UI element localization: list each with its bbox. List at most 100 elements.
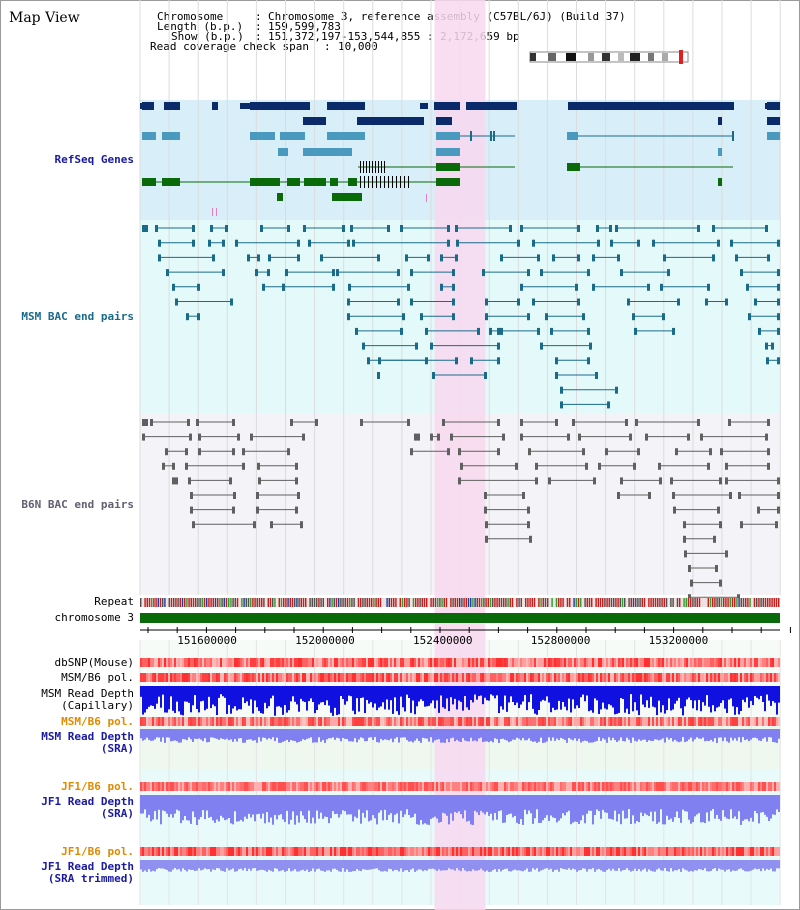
- jf1-b6-pol-2-cell: [738, 847, 740, 856]
- msm-b6-pol-cell: [604, 673, 606, 682]
- jf1-b6-pol-cell: [140, 782, 142, 791]
- msm-bac-end: [615, 386, 618, 394]
- msm-depth-sra-bar: [464, 729, 466, 741]
- dbsnp-cell: [312, 658, 314, 667]
- jf1-b6-pol-cell: [392, 782, 394, 791]
- msm-bac-track[interactable]: [142, 225, 780, 409]
- jf1-b6-pol-2-cell: [294, 847, 296, 856]
- repeat-element: [368, 598, 371, 607]
- chromosome-band: [140, 613, 780, 623]
- b6n-bac-track[interactable]: [142, 419, 780, 602]
- msm-b6-pol-cell: [736, 673, 738, 682]
- msm-bac-end: [748, 313, 751, 321]
- dbsnp-cell: [620, 658, 622, 667]
- gene-exon: [303, 117, 326, 125]
- repeat-element: [269, 598, 272, 607]
- msm-depth-bar: [200, 686, 202, 702]
- dbsnp-cell: [212, 658, 214, 667]
- msm-b6-pol-cell: [348, 673, 350, 682]
- msm-depth-bar: [496, 686, 498, 696]
- jf1-b6-pol-cell: [210, 782, 212, 791]
- msm-bac-end: [777, 313, 780, 321]
- jf1-trim-bar: [704, 860, 706, 869]
- msm-bac-end: [332, 269, 335, 277]
- msm-depth-sra-bar: [722, 729, 724, 742]
- msm-b6-pol-sra-cell: [146, 717, 148, 726]
- jf1-b6-pol-2-cell: [430, 847, 432, 856]
- msm-b6-pol-cell: [480, 673, 482, 682]
- repeat-element: [591, 598, 593, 607]
- gene-tick: [396, 176, 397, 188]
- msm-bac-end: [308, 239, 311, 247]
- jf1-depth-bar: [408, 795, 410, 816]
- msm-bac-end: [415, 342, 418, 350]
- msm-depth-bar: [646, 686, 648, 701]
- msm-depth-bar: [682, 686, 684, 716]
- jf1-depth-bar: [236, 795, 238, 822]
- b6n-bac-end: [250, 433, 253, 441]
- msm-bac-end: [355, 327, 358, 335]
- jf1-b6-pol-2-cell: [408, 847, 410, 856]
- jf1-b6-pol-2-cell: [512, 847, 514, 856]
- gene-tick: [360, 161, 361, 173]
- b6n-bac-end: [629, 433, 632, 441]
- refseq-gene-track[interactable]: [140, 102, 780, 216]
- jf1-trim-bar: [452, 860, 454, 870]
- dbsnp-cell: [350, 658, 352, 667]
- repeat-element: [679, 598, 681, 607]
- jf1-b6-pol-2-cell: [302, 847, 304, 856]
- msm-depth-sra-bar: [738, 729, 740, 738]
- jf1-trim-bar: [174, 860, 176, 869]
- jf1-b6-pol-cell: [462, 782, 464, 791]
- jf1-trim-bar: [230, 860, 232, 870]
- label-msm-bac[interactable]: MSM BAC end pairs: [21, 310, 134, 323]
- dbsnp-cell: [686, 658, 688, 667]
- gene-exon: [250, 132, 275, 140]
- jf1-b6-pol-2-cell: [356, 847, 358, 856]
- dbsnp-cell: [618, 658, 620, 667]
- msm-depth-bar: [268, 686, 270, 707]
- jf1-b6-pol-cell: [676, 782, 678, 791]
- b6n-bac-end: [442, 419, 445, 426]
- msm-depth-bar: [748, 686, 750, 708]
- label-b6n-bac[interactable]: B6N BAC end pairs: [21, 498, 134, 511]
- msm-b6-pol-sra-cell: [678, 717, 680, 726]
- gene-tick: [364, 176, 365, 188]
- jf1-depth-bar: [374, 795, 376, 819]
- repeat-element: [602, 598, 604, 607]
- msm-depth-bar: [308, 686, 310, 702]
- msm-b6-pol-sra-cell: [592, 717, 594, 726]
- b6n-bac-end: [683, 521, 686, 529]
- b6n-bac-end: [700, 433, 703, 441]
- msm-depth-bar: [154, 686, 156, 709]
- msm-bac-end: [235, 239, 238, 247]
- msm-b6-pol-sra-cell: [438, 717, 440, 726]
- jf1-b6-pol-cell: [416, 782, 418, 791]
- msm-bac-end: [377, 372, 380, 379]
- b6n-bac-end: [728, 419, 731, 426]
- msm-depth-sra-bar: [594, 729, 596, 742]
- msm-b6-pol-cell: [178, 673, 180, 682]
- dbsnp-cell: [636, 658, 638, 667]
- jf1-trim-bar: [538, 860, 540, 872]
- msm-b6-pol-sra-cell: [504, 717, 506, 726]
- jf1-trim-bar: [300, 860, 302, 871]
- dbsnp-cell: [472, 658, 474, 667]
- jf1-trim-bar: [200, 860, 202, 871]
- msm-b6-pol-sra-cell: [600, 717, 602, 726]
- label-refseq-genes[interactable]: RefSeq Genes: [54, 153, 134, 166]
- jf1-trim-bar: [382, 860, 384, 872]
- msm-depth-bar: [570, 686, 572, 713]
- msm-b6-pol-cell: [308, 673, 310, 682]
- msm-depth-sra-bar: [680, 729, 682, 742]
- jf1-b6-pol-2-cell: [182, 847, 184, 856]
- dbsnp-cell: [738, 658, 740, 667]
- jf1-depth-bar: [274, 795, 276, 815]
- dbsnp-cell: [734, 658, 736, 667]
- jf1-depth-bar: [750, 795, 752, 818]
- dbsnp-cell: [716, 658, 718, 667]
- jf1-b6-pol-2-cell: [248, 847, 250, 856]
- msm-bac-end: [500, 327, 503, 335]
- dbsnp-cell: [320, 658, 322, 667]
